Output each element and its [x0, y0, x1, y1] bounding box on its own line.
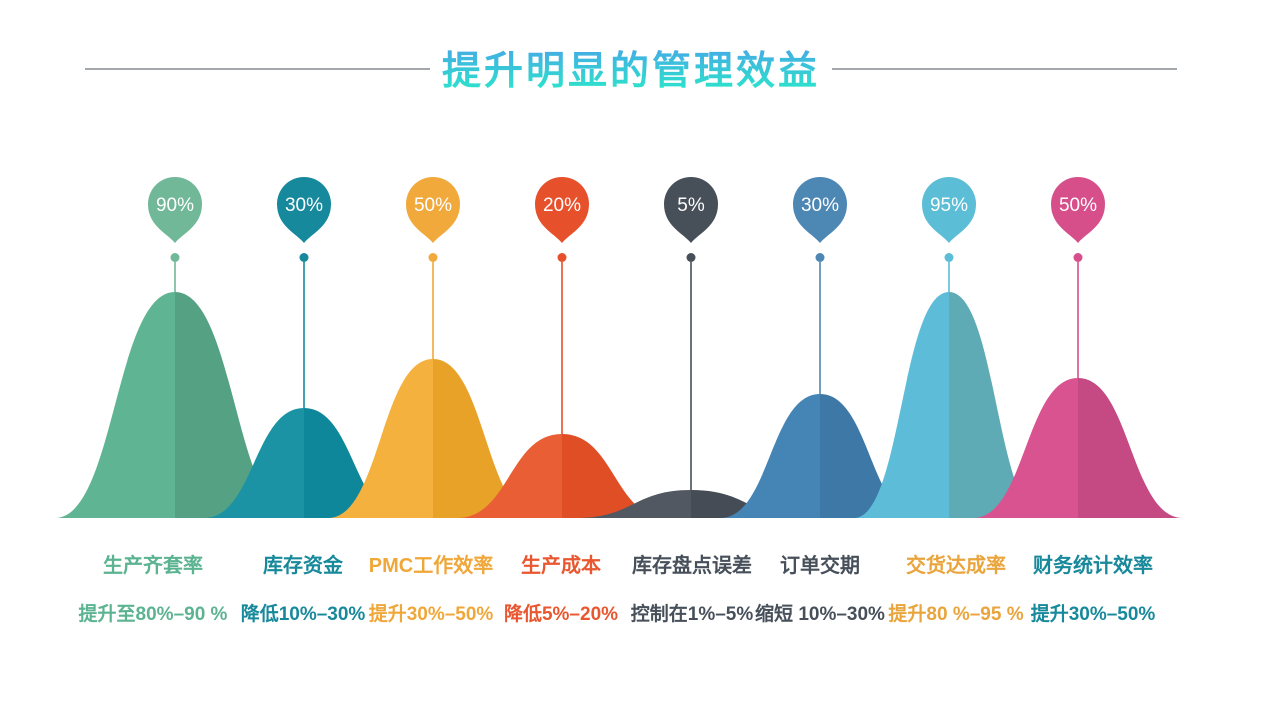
category-detail-value: 提升80 %–95 %: [888, 604, 1024, 625]
title-divider-right: [832, 68, 1177, 70]
bell-curve-right-half: [304, 408, 404, 518]
category-detail-value: 缩短 10%–30%: [755, 604, 885, 625]
category-label: 库存资金: [263, 555, 343, 577]
category-label: 生产齐套率: [103, 555, 203, 577]
bell-curve-left-half: [854, 292, 949, 518]
category-label: 订单交期: [780, 555, 860, 577]
pin-marker: [793, 177, 847, 243]
pin-value-label: 30%: [285, 195, 323, 216]
bell-curve-right-half: [175, 292, 295, 518]
category-detail-value: 提升至80%–90 %: [78, 604, 228, 625]
category-label: 库存盘点误差: [632, 555, 752, 577]
category-detail-value: 降低5%–20%: [503, 604, 619, 625]
category-detail-value: 控制在1%–5%: [630, 604, 754, 625]
pin-marker: [148, 177, 202, 243]
bell-curve-left-half: [720, 394, 820, 518]
bell-curve-left-half: [576, 490, 691, 518]
bell-curve-right-half: [433, 359, 538, 518]
pin-dot: [944, 253, 954, 262]
pin-value-label: 5%: [677, 195, 705, 216]
category-label: 财务统计效率: [1033, 555, 1153, 577]
pin-marker: [1051, 177, 1105, 243]
pin-value-label: 95%: [930, 195, 968, 216]
category-detail-value: 降低10%–30%: [240, 604, 366, 625]
pin-value-label: 50%: [414, 195, 452, 216]
bell-curve-right-half: [820, 394, 920, 518]
bell-curve-right-half: [1078, 378, 1183, 518]
title-divider-left: [85, 68, 430, 70]
pin-marker: [406, 177, 460, 243]
pin-dot: [686, 253, 696, 262]
category-label: PMC工作效率: [368, 555, 494, 577]
pin-marker: [664, 177, 718, 243]
category-label: 交货达成率: [906, 555, 1006, 577]
pin-value-label: 50%: [1059, 195, 1097, 216]
pin-marker: [277, 177, 331, 243]
bell-curve-left-half: [204, 408, 304, 518]
bell-curve-left-half: [973, 378, 1078, 518]
bell-curve-left-half: [55, 292, 175, 518]
bell-curve-left-half: [457, 434, 562, 518]
pin-value-label: 20%: [543, 195, 581, 216]
pin-dot: [815, 253, 825, 262]
pin-dot: [299, 253, 309, 262]
bell-curve-right-half: [949, 292, 1044, 518]
pin-dot: [170, 253, 180, 262]
pin-value-label: 90%: [156, 195, 194, 216]
pin-marker: [535, 177, 589, 243]
bell-curve-right-half: [562, 434, 667, 518]
bell-curve-left-half: [328, 359, 433, 518]
category-label: 生产成本: [521, 555, 601, 577]
category-detail-value: 提升30%–50%: [1030, 604, 1156, 625]
pin-value-label: 30%: [801, 195, 839, 216]
category-detail-value: 提升30%–50%: [368, 604, 494, 625]
pin-marker: [922, 177, 976, 243]
pin-dot: [428, 253, 438, 262]
pin-dot: [1073, 253, 1083, 262]
page-title: 提升明显的管理效益: [0, 40, 1262, 96]
pin-dot: [557, 253, 567, 262]
